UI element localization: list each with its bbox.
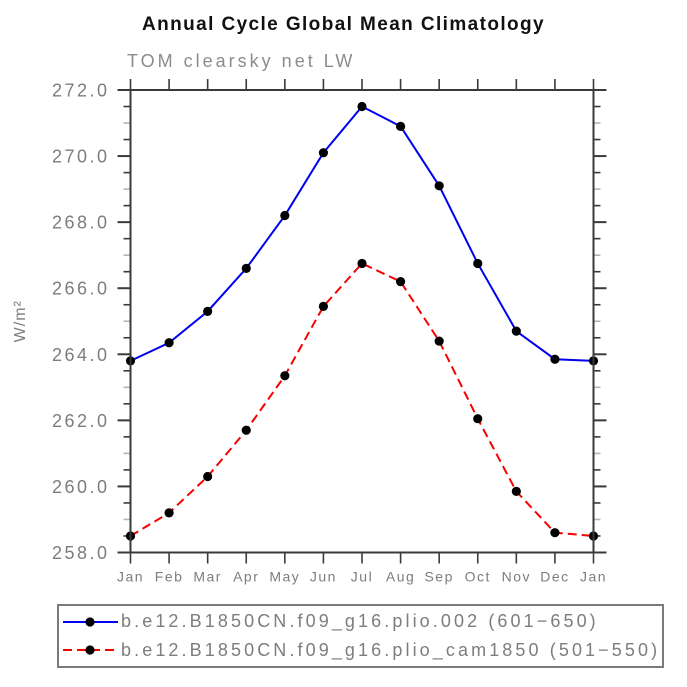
y-tick-label: 266.0 — [52, 279, 110, 299]
y-tick-label: 260.0 — [52, 477, 110, 497]
x-tick-label: Apr — [233, 569, 259, 585]
x-tick-label: Feb — [155, 569, 184, 585]
data-point-marker — [164, 338, 174, 348]
legend-sample-line-dashed — [63, 645, 118, 655]
x-tick-label: Oct — [465, 569, 491, 585]
data-point-marker — [280, 210, 290, 221]
data-point-marker — [280, 371, 290, 381]
y-tick-label: 262.0 — [52, 411, 110, 431]
x-tick-label: Dec — [540, 569, 569, 585]
x-tick-label: Sep — [424, 569, 453, 585]
data-point-marker — [511, 326, 521, 336]
x-tick-label: Mar — [193, 569, 222, 585]
data-series — [125, 101, 599, 541]
chart-subtitle: TOM clearsky net LW — [127, 51, 356, 71]
data-point-marker — [318, 148, 329, 158]
series-line-dashed — [129, 262, 594, 537]
data-point-marker — [395, 121, 406, 131]
x-tick-label: Jan — [580, 569, 607, 585]
legend-sample-line-solid — [63, 617, 118, 627]
data-point-marker — [203, 471, 213, 482]
y-tick-label: 268.0 — [52, 213, 110, 233]
data-point-marker — [318, 301, 329, 311]
data-point-marker — [395, 277, 406, 287]
data-point-marker — [473, 258, 483, 269]
legend-label-solid: b.e12.B1850CN.f09_g16.plio.002 (601−650) — [121, 611, 599, 632]
x-tick-label: Nov — [502, 569, 531, 585]
y-axis-title: W/m² — [12, 300, 29, 342]
data-point-marker — [241, 425, 251, 435]
data-point-marker — [550, 354, 560, 364]
legend-label-dashed: b.e12.B1850CN.f09_g16.plio_cam1850 (501−… — [121, 639, 661, 660]
legend-item-solid: b.e12.B1850CN.f09_g16.plio.002 (601−650) — [62, 608, 662, 636]
legend-box: b.e12.B1850CN.f09_g16.plio.002 (601−650)… — [57, 604, 664, 668]
legend-sample-marker — [85, 645, 95, 655]
x-tick-label: Jan — [117, 569, 144, 585]
data-point-marker — [203, 306, 213, 316]
plot-frame — [129, 89, 595, 554]
axis-ticks — [117, 79, 607, 564]
y-tick-label: 270.0 — [52, 147, 110, 167]
y-tick-label: 272.0 — [52, 81, 110, 101]
data-point-marker — [164, 508, 174, 518]
x-tick-label: Jun — [310, 569, 337, 585]
data-point-marker — [434, 181, 444, 191]
data-point-marker — [434, 336, 444, 346]
data-point-marker — [550, 528, 560, 538]
x-tick-label: Jul — [351, 569, 373, 585]
x-tick-label: May — [269, 569, 300, 585]
x-tick-label: Aug — [386, 569, 415, 585]
legend-sample-marker — [85, 617, 95, 627]
axis-labels: Jan Feb Mar Apr May Jun Jul Aug Sep Oct Nov Dec Jan 2… — [52, 81, 607, 585]
data-point-marker — [241, 263, 251, 273]
chart-title: Annual Cycle Global Mean Climatology — [141, 14, 545, 35]
series-line-solid — [130, 105, 594, 362]
data-point-marker — [473, 414, 483, 424]
legend-item-dashed: b.e12.B1850CN.f09_g16.plio_cam1850 (501−… — [62, 636, 662, 664]
y-tick-label: 264.0 — [52, 345, 110, 365]
data-point-marker — [357, 258, 367, 269]
y-tick-label: 258.0 — [52, 543, 110, 563]
data-point-marker — [511, 486, 521, 496]
data-point-marker — [357, 101, 367, 112]
